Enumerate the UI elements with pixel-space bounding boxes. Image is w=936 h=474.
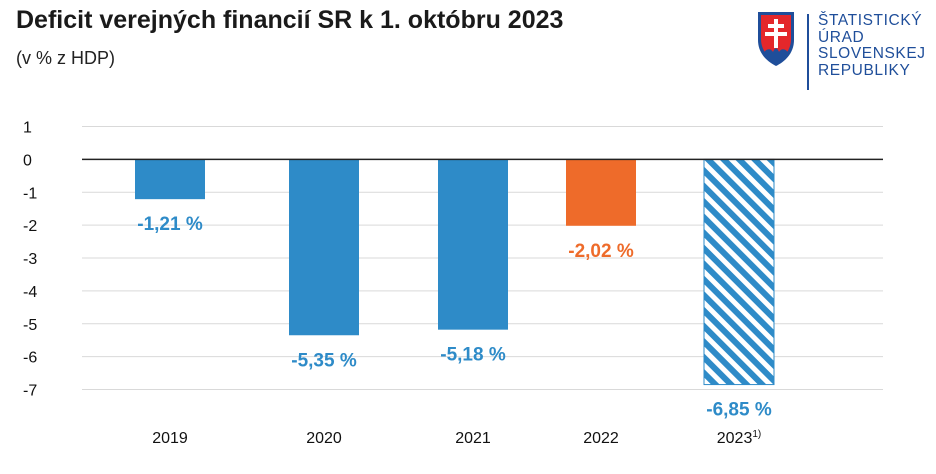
bar-2023 [703, 158, 775, 386]
x-tick-label-text: 2020 [306, 430, 342, 447]
x-tick-label-text: 2022 [583, 430, 619, 447]
x-tick-label: 2021 [455, 430, 491, 447]
slovak-coat-of-arms-icon [758, 12, 794, 66]
x-tick-label: 20231) [717, 429, 762, 447]
bar-2022 [566, 159, 636, 226]
x-tick-label-text: 2021 [455, 430, 491, 447]
x-tick-footnote: 1) [752, 429, 761, 440]
bars [82, 158, 883, 386]
x-tick-label-text: 2023 [717, 430, 753, 447]
y-tick-label: -5 [23, 317, 37, 334]
y-tick-label: -3 [23, 251, 37, 268]
data-label: -5,18 % [440, 345, 506, 366]
bar-2020 [289, 159, 359, 336]
x-tick-label-text: 2019 [152, 430, 188, 447]
statistical-office-logo: ŠTATISTICKÝ ÚRAD SLOVENSKEJ REPUBLIKY [756, 10, 931, 90]
data-label: -1,21 % [137, 214, 203, 235]
y-tick-label: -4 [23, 284, 37, 301]
data-label: -5,35 % [291, 350, 357, 371]
logo-divider [807, 14, 809, 90]
logo-text: ŠTATISTICKÝ ÚRAD SLOVENSKEJ REPUBLIKY [818, 12, 926, 79]
bar-2021 [438, 159, 508, 330]
chart-subtitle: (v % z HDP) [16, 48, 115, 68]
y-tick-label: -2 [23, 218, 37, 235]
y-tick-label: -1 [23, 185, 37, 202]
y-tick-label: 0 [23, 152, 32, 169]
logo-line-2: ÚRAD [818, 28, 865, 46]
x-tick-label: 2020 [306, 430, 342, 447]
logo-line-1: ŠTATISTICKÝ [818, 12, 923, 29]
data-label: -2,02 % [568, 241, 634, 262]
bar-2019 [135, 159, 205, 200]
data-label: -6,85 % [706, 400, 772, 421]
x-tick-label: 2019 [152, 430, 188, 447]
labels: 1 0 -1 -2 -3 -4 -5 -6 -7 -1,21 % -5,35 % -5,18 % -2,… [23, 120, 772, 448]
y-tick-label: 1 [23, 120, 32, 137]
y-tick-label: -7 [23, 383, 37, 400]
logo-line-3: SLOVENSKEJ [818, 45, 926, 62]
chart-title: Deficit verejných financií SR k 1. októb… [16, 6, 564, 34]
logo-line-4: REPUBLIKY [818, 61, 911, 79]
x-tick-label: 2022 [583, 430, 619, 447]
y-tick-label: -6 [23, 350, 37, 367]
